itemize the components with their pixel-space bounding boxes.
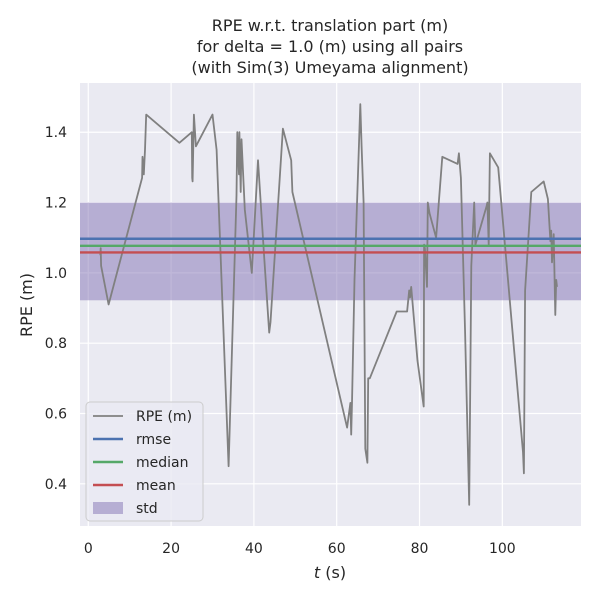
- y-tick-label-1: 0.6: [45, 406, 67, 422]
- y-tick-label-0: 0.4: [45, 477, 67, 493]
- y-axis-label: RPE (m): [17, 273, 36, 337]
- x-tick-label-0: 0: [84, 541, 93, 557]
- x-tick-label-3: 60: [328, 541, 346, 557]
- x-axis-label-unit: (s): [320, 563, 346, 582]
- y-tick-label-3: 1.0: [45, 266, 67, 282]
- y-tick-labels: 0.4 0.6 0.8 1.0 1.2 1.4: [45, 125, 67, 493]
- series-layer: [99, 103, 558, 506]
- y-tick-label-5: 1.4: [45, 125, 67, 141]
- x-tick-labels: 0 20 40 60 80 100: [84, 541, 516, 557]
- legend-item-rmse-label: rmse: [136, 432, 171, 448]
- chart-title-line-2: for delta = 1.0 (m) using all pairs: [197, 37, 463, 56]
- rpe-series-line: [99, 103, 558, 506]
- stat-lines-layer: [80, 237, 581, 254]
- y-tick-label-4: 1.2: [45, 196, 67, 212]
- legend: RPE (m) rmse median mean std: [85, 401, 204, 522]
- chart-title-line-3: (with Sim(3) Umeyama alignment): [191, 58, 468, 77]
- x-tick-label-4: 80: [411, 541, 429, 557]
- x-tick-label-5: 100: [489, 541, 516, 557]
- chart-title-line-1: RPE w.r.t. translation part (m): [212, 16, 448, 35]
- legend-item-mean-label: mean: [136, 478, 176, 494]
- legend-box: [85, 401, 204, 522]
- y-tick-label-2: 0.8: [45, 336, 67, 352]
- legend-item-std-label: std: [136, 501, 158, 517]
- legend-item-median-label: median: [136, 455, 188, 471]
- x-tick-label-2: 40: [245, 541, 263, 557]
- x-axis-label-italic: t: [314, 563, 321, 582]
- x-axis-label: t (s): [314, 563, 346, 582]
- x-tick-label-1: 20: [162, 541, 180, 557]
- legend-item-std-swatch: [93, 502, 123, 514]
- legend-item-rpe-label: RPE (m): [136, 409, 192, 425]
